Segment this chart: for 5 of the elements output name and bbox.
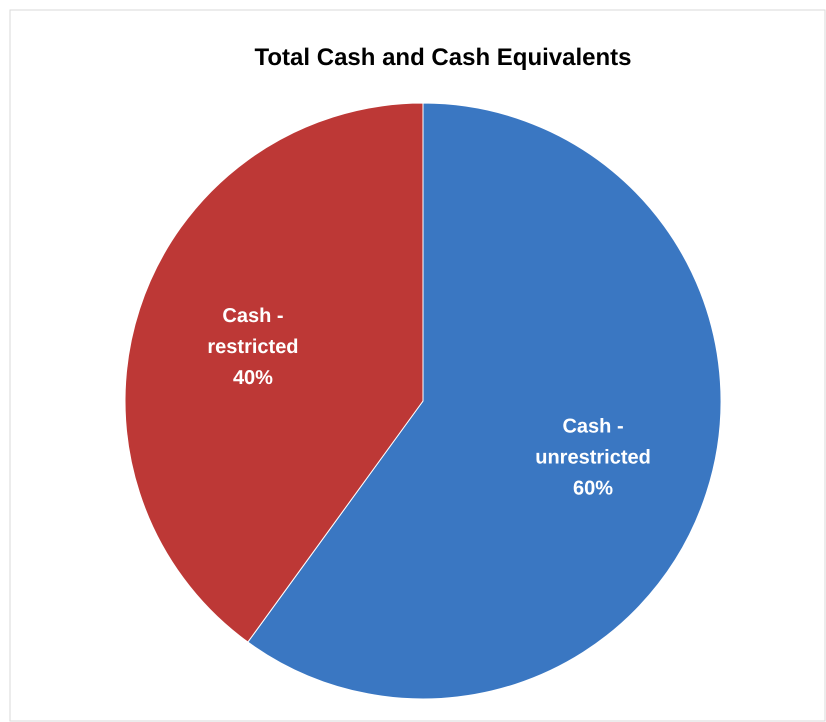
data-label: 60% xyxy=(573,477,614,500)
chart-title: Total Cash and Cash Equivalents xyxy=(254,44,632,71)
slice-label: Cash - unrestricted xyxy=(535,415,651,468)
data-label: 40% xyxy=(232,366,274,389)
slice-label: Cash - restricted xyxy=(207,304,299,358)
